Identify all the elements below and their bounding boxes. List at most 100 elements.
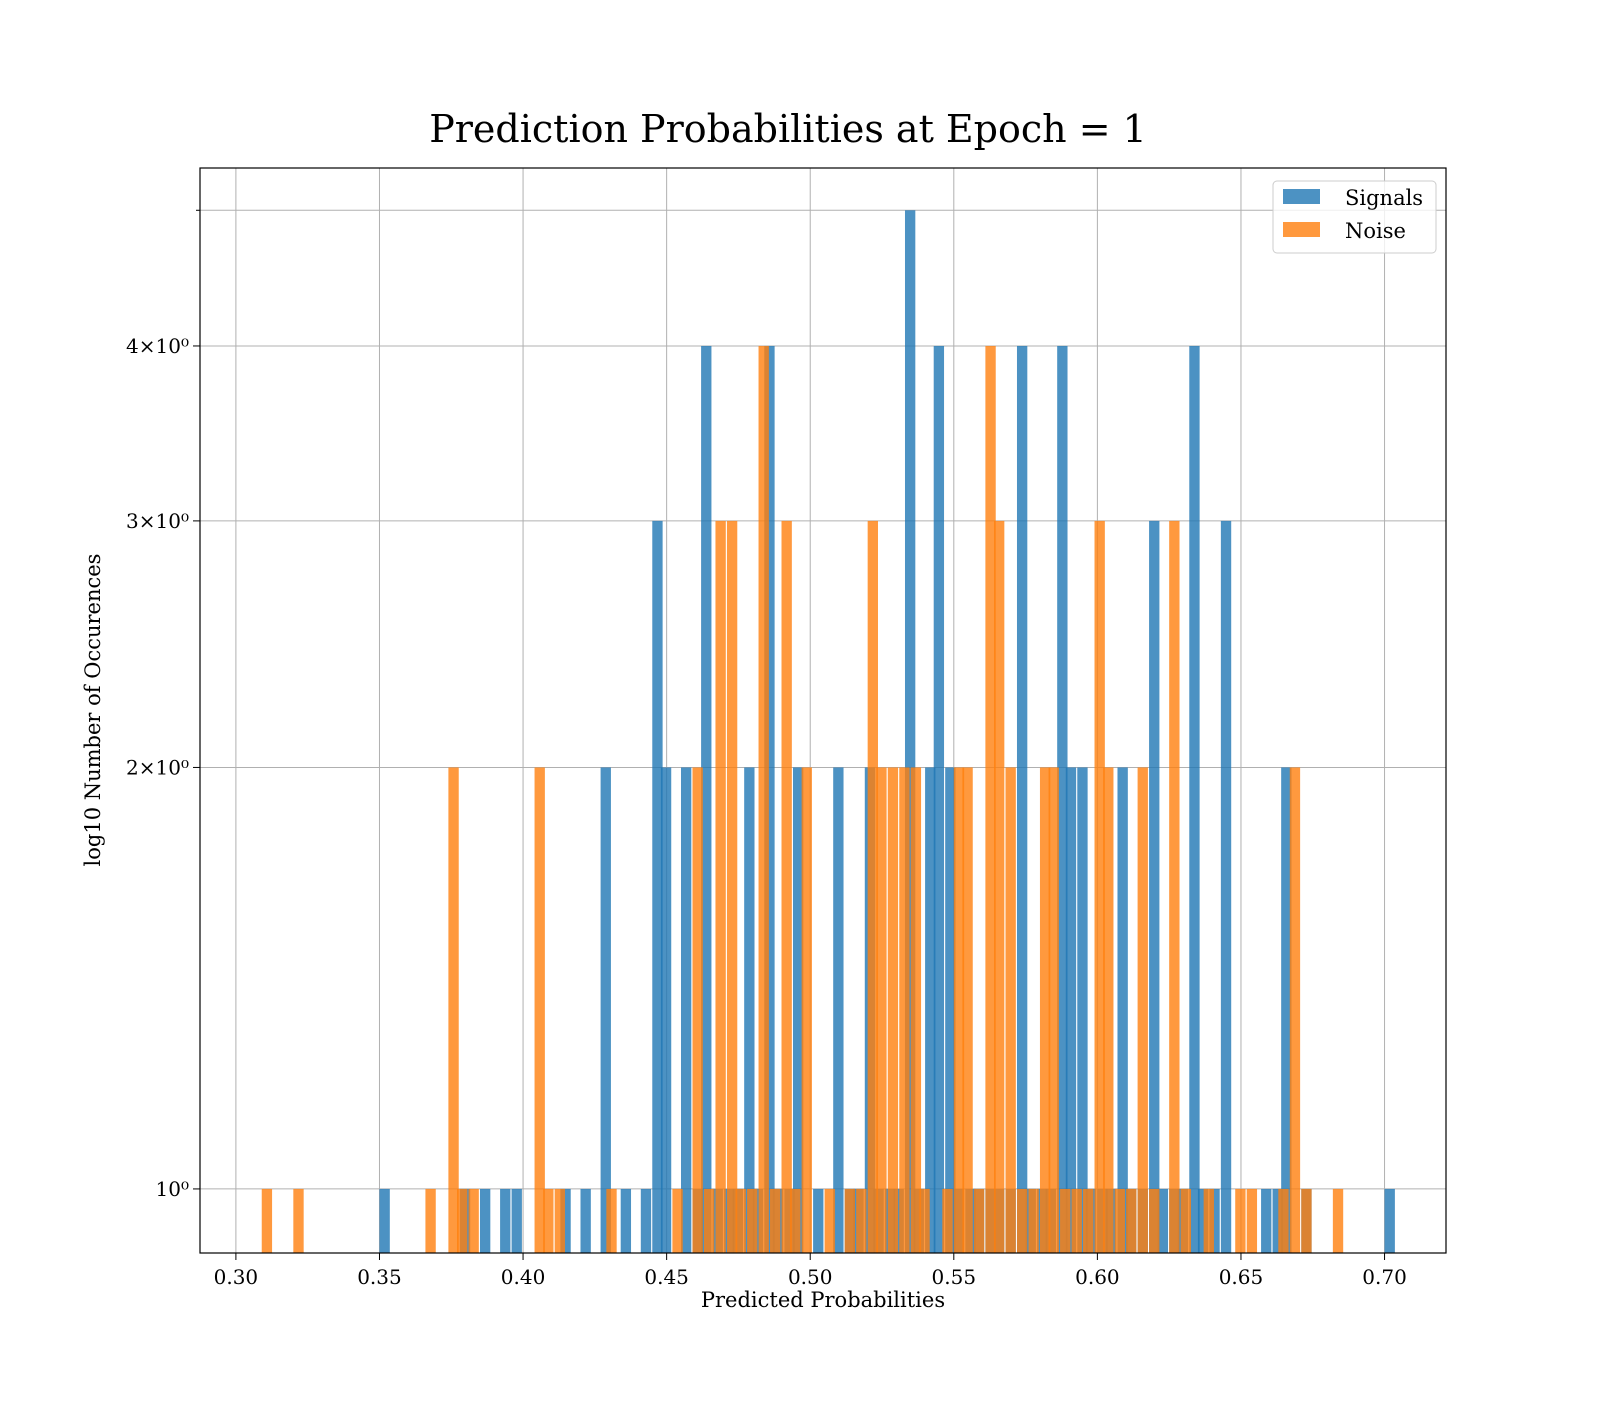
signals-bar xyxy=(893,1188,904,1253)
noise-bar xyxy=(1301,1188,1312,1253)
noise-bar xyxy=(1094,520,1105,1253)
noise-bar xyxy=(824,1188,835,1253)
legend-label-signals: Signals xyxy=(1345,186,1423,210)
signals-bar xyxy=(500,1188,511,1253)
noise-bar xyxy=(715,520,726,1253)
noise-bar xyxy=(770,1188,781,1253)
x-tick-label: 0.60 xyxy=(1075,1265,1120,1289)
signals-bar xyxy=(379,1188,390,1253)
y-tick-label: 4×10⁰ xyxy=(126,334,189,358)
noise-bar xyxy=(1016,1188,1028,1253)
noise-bar xyxy=(703,1188,715,1253)
legend-label-noise: Noise xyxy=(1345,219,1406,243)
noise-bar xyxy=(985,345,996,1253)
signals-bar xyxy=(660,767,672,1253)
noise-bar xyxy=(1180,1188,1191,1253)
noise-bar xyxy=(1048,767,1059,1253)
noise-bar xyxy=(781,520,792,1253)
noise-bar xyxy=(1005,767,1016,1253)
noise-bar xyxy=(856,1188,867,1253)
noise-bar xyxy=(672,1188,683,1253)
noise-bar xyxy=(457,1188,468,1253)
noise-bar xyxy=(606,1188,617,1253)
signals-bar xyxy=(764,345,775,1253)
noise-bar xyxy=(448,767,459,1253)
signals-bar xyxy=(1220,520,1232,1253)
signals-bar xyxy=(680,767,692,1253)
noise-bar xyxy=(1039,767,1051,1253)
noise-bar xyxy=(1289,767,1301,1253)
signals-bar xyxy=(925,767,936,1253)
noise-bar xyxy=(1278,1188,1289,1253)
y-tick-label: 2×10⁰ xyxy=(126,755,189,779)
noise-bar xyxy=(261,1188,273,1253)
signals-bar xyxy=(1077,767,1088,1253)
legend-swatch-noise xyxy=(1283,222,1320,237)
signals-bar xyxy=(1057,345,1068,1253)
noise-bar xyxy=(293,1188,304,1253)
signals-bar xyxy=(640,1188,652,1253)
noise-bar xyxy=(425,1188,436,1253)
noise-bar xyxy=(962,767,973,1253)
noise-bar xyxy=(1149,1188,1160,1253)
signals-bar xyxy=(580,1188,591,1253)
signals-bar xyxy=(701,345,712,1253)
signals-bar xyxy=(1281,767,1292,1253)
noise-bar xyxy=(994,520,1005,1253)
noise-bar xyxy=(1235,1188,1246,1253)
noise-bar xyxy=(801,767,812,1253)
signals-bar xyxy=(652,520,663,1253)
signals-bar xyxy=(752,1188,764,1253)
noise-bar xyxy=(790,1188,801,1253)
noise-bar xyxy=(543,1188,554,1253)
x-tick-label: 0.30 xyxy=(214,1265,259,1289)
signals-bar xyxy=(1065,767,1077,1253)
noise-bar xyxy=(534,767,545,1253)
noise-bar xyxy=(1203,1188,1214,1253)
signals-bar xyxy=(479,1188,491,1253)
noise-bar xyxy=(867,520,878,1253)
series-noise xyxy=(261,345,1344,1253)
noise-bar xyxy=(887,767,899,1253)
bars-layer xyxy=(261,210,1395,1253)
chart-title: Prediction Probabilities at Epoch = 1 xyxy=(429,107,1147,151)
signals-bar xyxy=(600,767,611,1253)
signals-bar xyxy=(620,1188,632,1253)
y-axis-label: log10 Number of Occurences xyxy=(81,554,105,867)
signals-bar xyxy=(744,767,755,1253)
x-tick-label: 0.70 xyxy=(1362,1265,1407,1289)
noise-bar xyxy=(942,1188,953,1253)
signals-bar xyxy=(933,345,945,1253)
noise-bar xyxy=(554,1188,565,1253)
y-tick-label: 10⁰ xyxy=(156,1177,189,1201)
signals-bar xyxy=(1189,345,1200,1253)
noise-bar xyxy=(1103,767,1114,1253)
plot-frame xyxy=(199,167,1447,1254)
noise-bar xyxy=(1126,1188,1137,1253)
noise-bar xyxy=(953,767,965,1253)
noise-bar xyxy=(758,345,769,1253)
x-tick-label: 0.50 xyxy=(788,1265,833,1289)
signals-bar xyxy=(792,767,804,1253)
y-tick-label: 3×10⁰ xyxy=(126,509,189,533)
noise-bar xyxy=(1060,1188,1071,1253)
ticks-layer: 0.30 0.35 0.40 0.45 0.50 0.55 0.60 0.65 0.70 10⁰ 2… xyxy=(126,209,1407,1289)
noise-bar xyxy=(468,1188,479,1253)
noise-bar xyxy=(747,1188,758,1253)
signals-bar xyxy=(1157,1188,1169,1253)
x-tick-label: 0.65 xyxy=(1219,1265,1264,1289)
x-tick-label: 0.35 xyxy=(357,1265,402,1289)
signals-bar xyxy=(945,767,956,1253)
signals-bar xyxy=(1016,345,1028,1253)
noise-bar xyxy=(899,767,910,1253)
signals-bar xyxy=(1117,767,1128,1253)
x-tick-label: 0.40 xyxy=(501,1265,546,1289)
signals-bar xyxy=(833,767,844,1253)
noise-bar xyxy=(735,1188,746,1253)
noise-bar xyxy=(1332,1188,1344,1253)
signals-bar xyxy=(1209,1188,1220,1253)
signals-bar xyxy=(1272,1188,1283,1253)
signals-bar xyxy=(560,1188,571,1253)
